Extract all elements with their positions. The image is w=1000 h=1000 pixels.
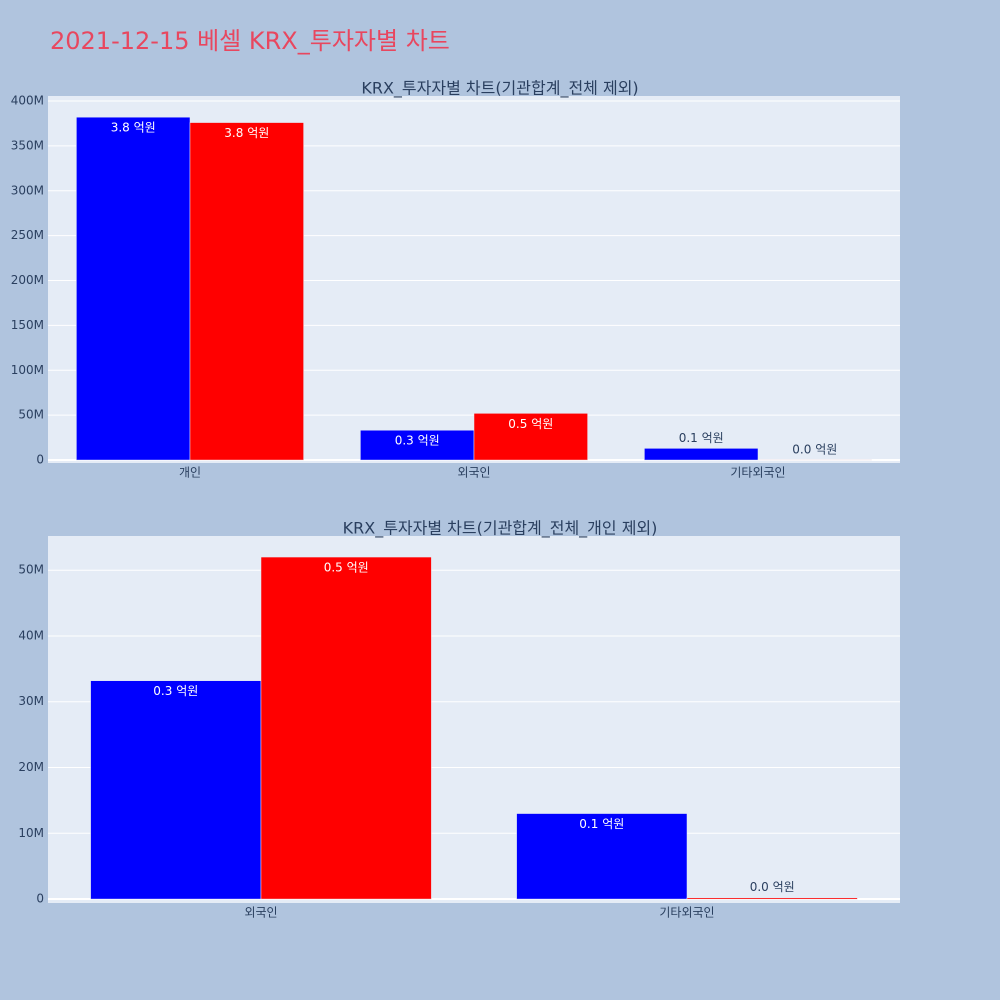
bar xyxy=(90,680,262,900)
y-tick-label: 150M xyxy=(11,318,44,332)
y-tick-label: 0 xyxy=(36,453,44,467)
bar xyxy=(76,116,191,461)
y-tick-label: 30M xyxy=(18,694,44,708)
data-label: 0.0 억원 xyxy=(750,880,795,894)
chart-title: KRX_투자자별 차트(기관합계_전체_개인 제외) xyxy=(343,519,658,539)
y-tick-label: 50M xyxy=(18,408,44,422)
y-tick-label: 10M xyxy=(18,826,44,840)
page-title: 2021-12-15 베셀 KRX_투자자별 차트 xyxy=(50,27,450,55)
bar xyxy=(516,813,688,900)
y-tick-label: 250M xyxy=(11,228,44,242)
data-label: 0.3 억원 xyxy=(153,684,198,698)
y-tick-label: 300M xyxy=(11,183,44,197)
bar xyxy=(260,556,432,900)
data-label: 0.3 억원 xyxy=(395,434,440,448)
bar xyxy=(473,413,588,461)
data-label: 0.5 억원 xyxy=(324,561,369,575)
data-label: 3.8 억원 xyxy=(224,126,269,140)
x-tick-label: 외국인 xyxy=(244,906,277,920)
x-tick-label: 개인 xyxy=(179,466,201,480)
y-tick-label: 20M xyxy=(18,760,44,774)
bar xyxy=(189,122,304,461)
x-tick-label: 기타외국인 xyxy=(730,466,785,480)
y-tick-label: 100M xyxy=(11,363,44,377)
y-tick-label: 350M xyxy=(11,138,44,152)
bar xyxy=(644,448,759,461)
y-tick-label: 40M xyxy=(18,628,44,642)
y-tick-label: 400M xyxy=(11,94,44,108)
chart-title: KRX_투자자별 차트(기관합계_전체 제외) xyxy=(361,79,638,99)
x-tick-label: 외국인 xyxy=(457,466,490,480)
y-tick-label: 50M xyxy=(18,563,44,577)
data-label: 0.5 억원 xyxy=(508,417,553,431)
bar xyxy=(360,429,475,461)
data-label: 3.8 억원 xyxy=(111,121,156,135)
y-tick-label: 0 xyxy=(36,892,44,906)
x-tick-label: 기타외국인 xyxy=(659,906,714,920)
data-label: 0.1 억원 xyxy=(579,817,624,831)
data-label: 0.0 억원 xyxy=(792,442,837,456)
bar xyxy=(686,897,858,900)
data-label: 0.1 억원 xyxy=(679,431,724,445)
y-tick-label: 200M xyxy=(11,273,44,287)
